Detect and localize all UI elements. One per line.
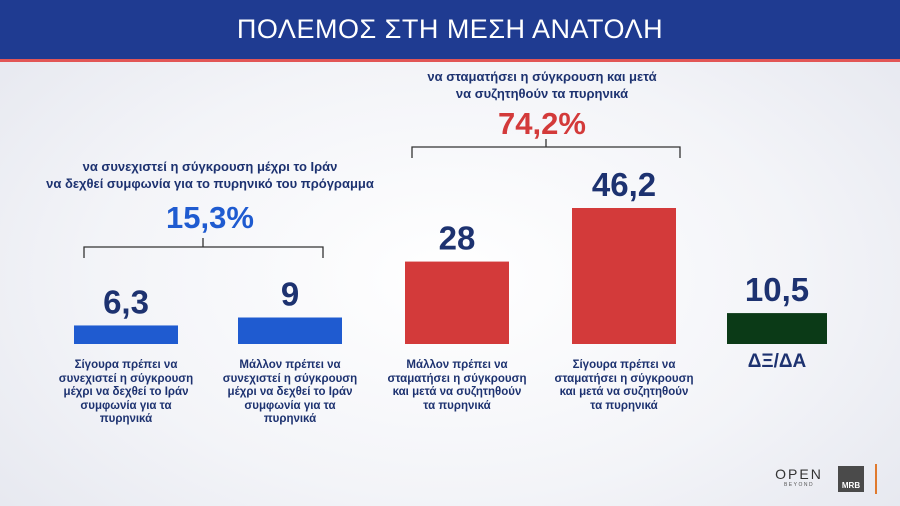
bar-0 (74, 325, 178, 344)
category-label-3: Σίγουρα πρέπει να σταματήσει η σύγκρουση κ… (554, 359, 694, 412)
group-text-stop: να σταματήσει η σύγκρουση και μετά να συ… (427, 69, 657, 101)
bar-2 (405, 261, 509, 344)
bar-3 (572, 208, 676, 344)
logo-divider (875, 464, 877, 494)
bar-1 (238, 317, 342, 344)
category-label-1: Μάλλον πρέπει να συνεχιστεί η σύγκρουση μέ… (222, 359, 358, 425)
category-label-2: Μάλλον πρέπει να σταματήσει η σύγκρουση κα… (387, 359, 527, 412)
bracket-stop (411, 139, 681, 158)
bar-value-label-0: 6,3 (103, 283, 149, 320)
bar-value-label-3: 46,2 (592, 166, 656, 203)
bar-4 (727, 313, 827, 344)
category-label-4: ΔΞ/ΔΑ (747, 351, 807, 372)
group-percent-stop: 74,2% (498, 106, 586, 141)
open-logo: OPEN BEYOND (775, 466, 823, 488)
bar-value-label-4: 10,5 (745, 271, 809, 308)
bracket-continue (83, 238, 324, 258)
header-bar: ΠΟΛΕΜΟΣ ΣΤΗ ΜΕΣΗ ΑΝΑΤΟΛΗ (0, 0, 900, 62)
bar-value-label-1: 9 (281, 276, 299, 313)
page-title: ΠΟΛΕΜΟΣ ΣΤΗ ΜΕΣΗ ΑΝΑΤΟΛΗ (236, 14, 664, 44)
group-text-continue: να συνεχιστεί η σύγκρουση μέχρι το Ιράν … (46, 159, 374, 191)
category-label-0: Σίγουρα πρέπει να συνεχιστεί η σύγκρουση μ… (58, 359, 194, 425)
bar-value-label-2: 28 (439, 220, 476, 257)
group-percent-continue: 15,3% (166, 200, 254, 235)
mrb-logo: MRB (838, 466, 864, 492)
